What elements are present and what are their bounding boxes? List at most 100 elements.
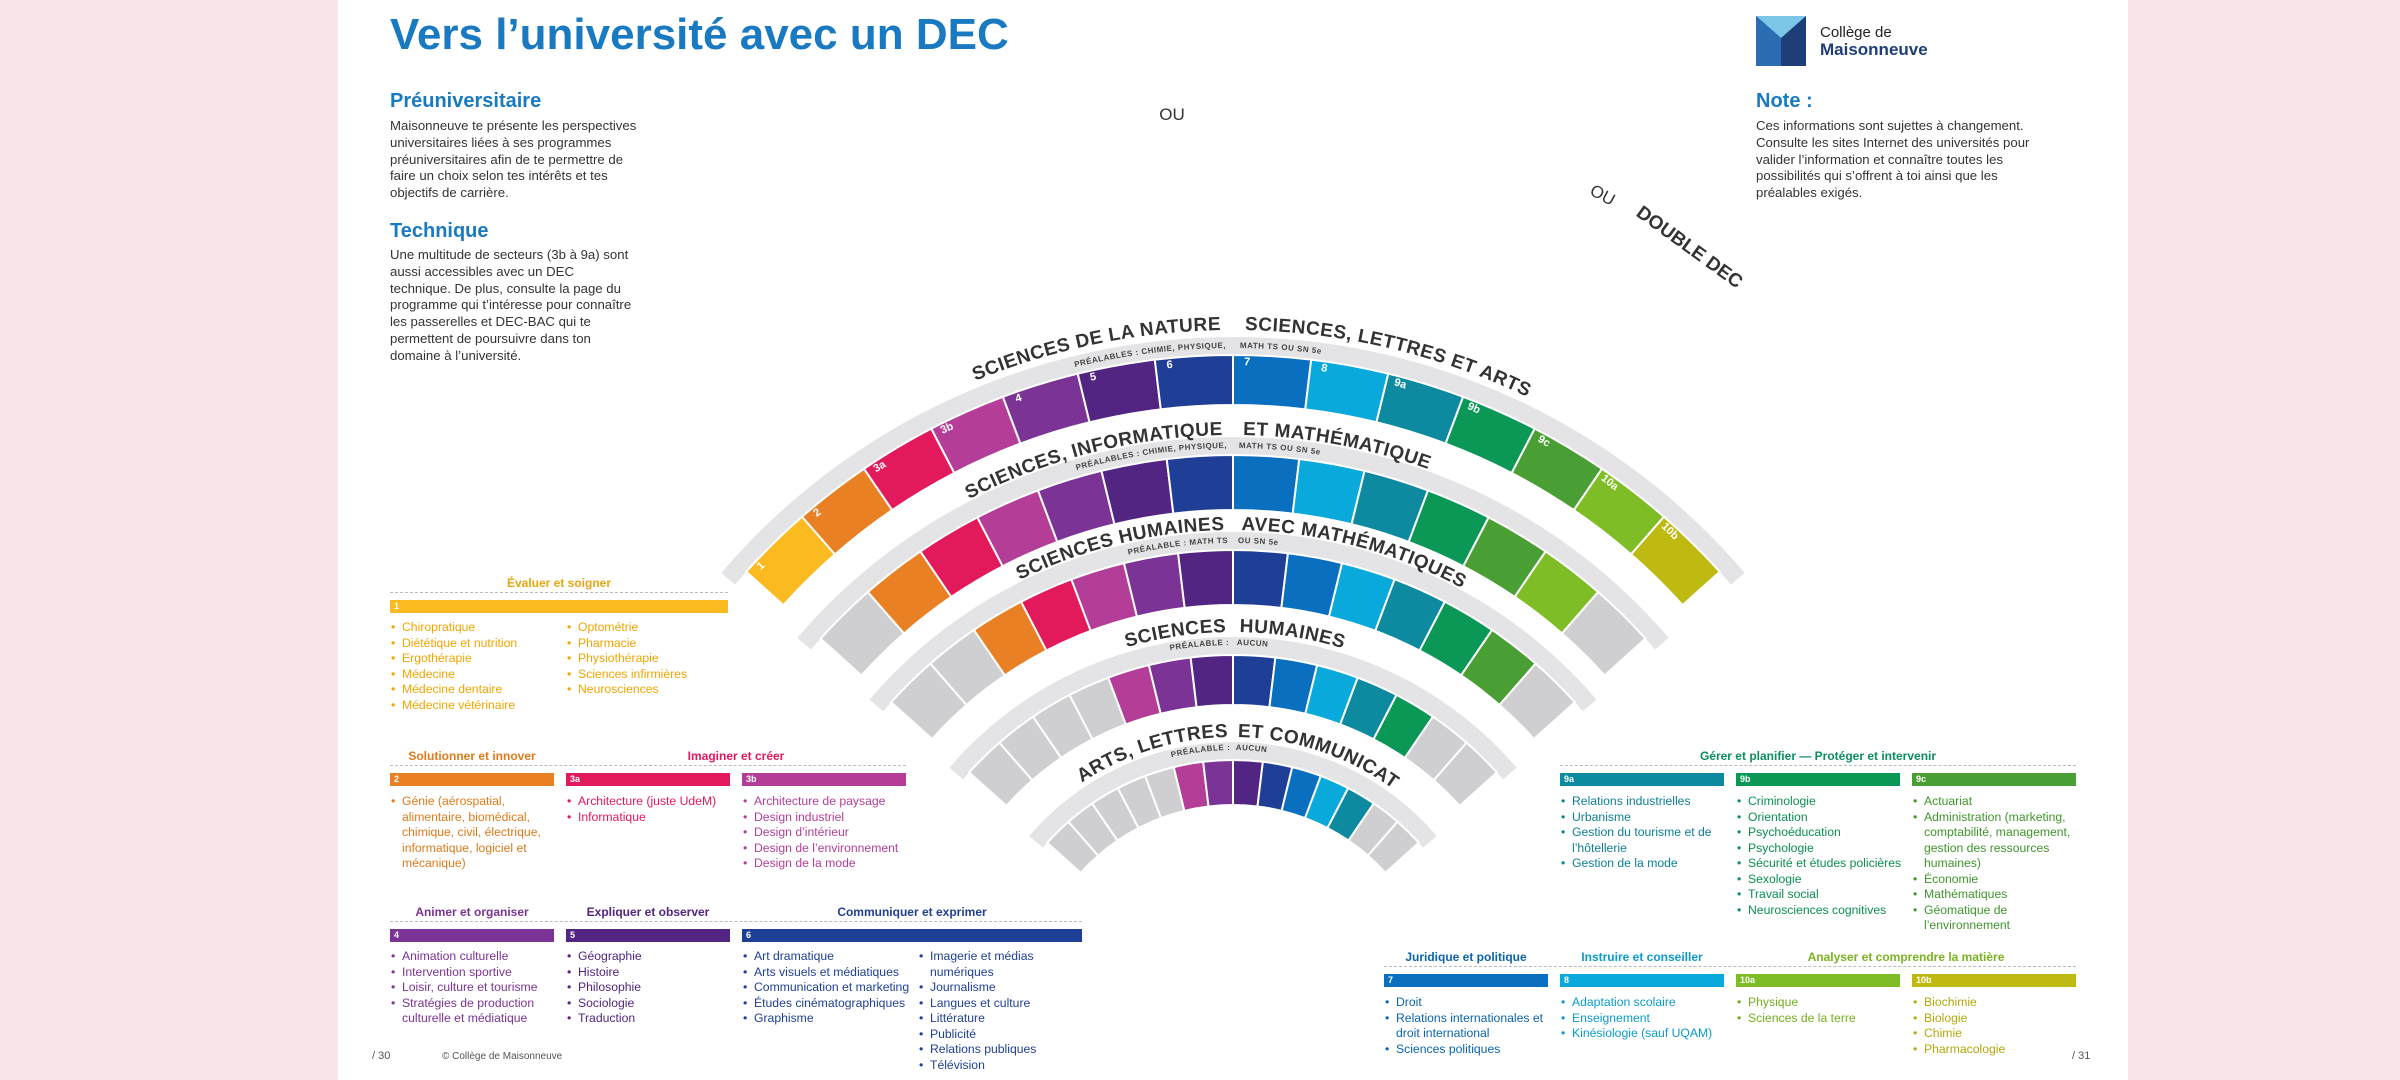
arc-segment bbox=[1100, 457, 1175, 526]
list-item: Physique bbox=[1736, 995, 1900, 1011]
list-item: Graphisme bbox=[742, 1011, 912, 1027]
ou-label-1: OU bbox=[1159, 105, 1185, 124]
list-item: Travail social bbox=[1736, 887, 1906, 903]
divider bbox=[390, 765, 906, 766]
list-item: Orientation bbox=[1736, 810, 1906, 826]
sector-1-list-col1: Chiropratique Diététique et nutrition Er… bbox=[390, 620, 560, 713]
sector-9c-bar: 9c bbox=[1912, 773, 2076, 786]
sector-7-bar: 7 bbox=[1384, 974, 1548, 987]
logo-text-line2: Maisonneuve bbox=[1820, 40, 1928, 59]
ring-label-band bbox=[1029, 741, 1437, 848]
list-item: Sexologie bbox=[1736, 872, 1906, 888]
list-item: Architecture de paysage bbox=[742, 794, 918, 810]
arc-segment bbox=[1366, 820, 1421, 875]
sector-1-title: Évaluer et soigner bbox=[506, 576, 612, 590]
sector-4-title: Animer et organiser bbox=[415, 905, 529, 919]
list-item: Optométrie bbox=[566, 620, 731, 636]
divider bbox=[1384, 966, 2076, 967]
sector-5-list: Géographie Histoire Philosophie Sociolog… bbox=[566, 949, 730, 1027]
list-item: Philosophie bbox=[566, 980, 730, 996]
sector-9b-list: Criminologie Orientation Psychoéducation… bbox=[1736, 794, 1906, 918]
list-item: Biochimie bbox=[1912, 995, 2076, 1011]
list-item: Relations industrielles bbox=[1560, 794, 1730, 810]
ring-label-band bbox=[869, 532, 1597, 712]
sector-5-title: Expliquer et observer bbox=[586, 905, 710, 919]
list-item: Biologie bbox=[1912, 1011, 2076, 1027]
list-item: Sociologie bbox=[566, 996, 730, 1012]
list-item: Gestion de la mode bbox=[1560, 856, 1730, 872]
list-item: Psychoéducation bbox=[1736, 825, 1906, 841]
preuniversitaire-text: Maisonneuve te présente les perspectives… bbox=[390, 118, 637, 201]
ring-label-band bbox=[721, 336, 1745, 585]
list-item: Économie bbox=[1912, 872, 2076, 888]
list-item: Gestion du tourisme et de l’hôtellerie bbox=[1560, 825, 1730, 856]
list-item: Psychologie bbox=[1736, 841, 1906, 857]
sector-number-label: 5 bbox=[1089, 371, 1097, 384]
list-item: Médecine bbox=[390, 667, 560, 683]
list-item: Administration (marketing, comptabilité,… bbox=[1912, 810, 2076, 872]
sector-6-list-col1: Art dramatique Arts visuels et médiatiqu… bbox=[742, 949, 912, 1027]
list-item: Diététique et nutrition bbox=[390, 636, 560, 652]
list-item: Design de la mode bbox=[742, 856, 918, 872]
arc-segment bbox=[1629, 515, 1722, 607]
technique-text: Une multitude de secteurs (3b à 9a) sont… bbox=[390, 247, 632, 363]
list-item: Médecine vétérinaire bbox=[390, 698, 560, 714]
list-item: Télévision bbox=[918, 1058, 1088, 1074]
sector-7-list: Droit Relations internationales et droit… bbox=[1384, 995, 1552, 1057]
list-item: Géographie bbox=[566, 949, 730, 965]
list-item: Publicité bbox=[918, 1027, 1088, 1043]
list-item: Animation culturelle bbox=[390, 949, 556, 965]
sector-6-bar: 6 bbox=[742, 929, 1082, 942]
list-item: Urbanisme bbox=[1560, 810, 1730, 826]
sector-number-label: 9b bbox=[1466, 400, 1483, 416]
sector-8-bar: 8 bbox=[1560, 974, 1724, 987]
list-item: Adaptation scolaire bbox=[1560, 995, 1732, 1011]
list-item: Études cinématographiques bbox=[742, 996, 912, 1012]
list-item: Criminologie bbox=[1736, 794, 1906, 810]
sector-6-title: Communiquer et exprimer bbox=[837, 905, 987, 919]
college-logo-icon bbox=[1756, 16, 1806, 66]
list-item: Langues et culture bbox=[918, 996, 1088, 1012]
sector-3a-bar: 3a bbox=[566, 773, 730, 786]
list-item: Design d’intérieur bbox=[742, 825, 918, 841]
list-item: Droit bbox=[1384, 995, 1552, 1011]
sector-9a-bar: 9a bbox=[1560, 773, 1724, 786]
sector-2-bar: 2 bbox=[390, 773, 554, 786]
list-item: Histoire bbox=[566, 965, 730, 981]
list-item: Médecine dentaire bbox=[390, 682, 560, 698]
sector-4-bar: 4 bbox=[390, 929, 554, 942]
list-item: Actuariat bbox=[1912, 794, 2076, 810]
list-item: Journalisme bbox=[918, 980, 1088, 996]
sector-9a-list: Relations industrielles Urbanisme Gestio… bbox=[1560, 794, 1730, 872]
sector-9b-bar: 9b bbox=[1736, 773, 1900, 786]
list-item: Imagerie et médias numériques bbox=[918, 949, 1088, 980]
logo-text-line1: Collège de bbox=[1820, 24, 1892, 41]
list-item: Relations internationales et droit inter… bbox=[1384, 1011, 1552, 1042]
copyright: © Collège de Maisonneuve bbox=[442, 1051, 563, 1062]
list-item: Architecture (juste UdeM) bbox=[566, 794, 730, 810]
ring-label-band bbox=[797, 436, 1669, 650]
arc-segment bbox=[1498, 662, 1577, 741]
list-item: Ergothérapie bbox=[390, 651, 560, 667]
list-item: Communication et marketing bbox=[742, 980, 912, 996]
list-item: Design industriel bbox=[742, 810, 918, 826]
sector-number-label: 3b bbox=[939, 420, 956, 436]
sector-5-bar: 5 bbox=[566, 929, 730, 942]
sector-3-title: Imaginer et créer bbox=[687, 749, 785, 763]
double-dec-label: DOUBLE DEC bbox=[1632, 202, 1746, 293]
arc-segment bbox=[1165, 453, 1234, 515]
list-item: Littérature bbox=[918, 1011, 1088, 1027]
list-item: Stratégies de production culturelle et m… bbox=[390, 996, 556, 1027]
list-item: Pharmacie bbox=[566, 636, 731, 652]
sector-2-list: Génie (aérospatial, alimentaire, biomédi… bbox=[390, 794, 558, 872]
list-item: Design de l’environnement bbox=[742, 841, 918, 857]
sector-number-label: 9c bbox=[1536, 433, 1553, 450]
sector-number-label: 7 bbox=[1244, 356, 1251, 368]
sector-3b-list: Architecture de paysage Design industrie… bbox=[742, 794, 918, 872]
sector-7-title: Juridique et politique bbox=[1405, 950, 1527, 964]
list-item: Sciences de la terre bbox=[1736, 1011, 1900, 1027]
list-item: Neurosciences cognitives bbox=[1736, 903, 1906, 919]
sector-number-label: 4 bbox=[1014, 392, 1024, 406]
sector-2-title: Solutionner et innover bbox=[408, 749, 536, 763]
sector-1-list-col2: Optométrie Pharmacie Physiothérapie Scie… bbox=[566, 620, 731, 698]
